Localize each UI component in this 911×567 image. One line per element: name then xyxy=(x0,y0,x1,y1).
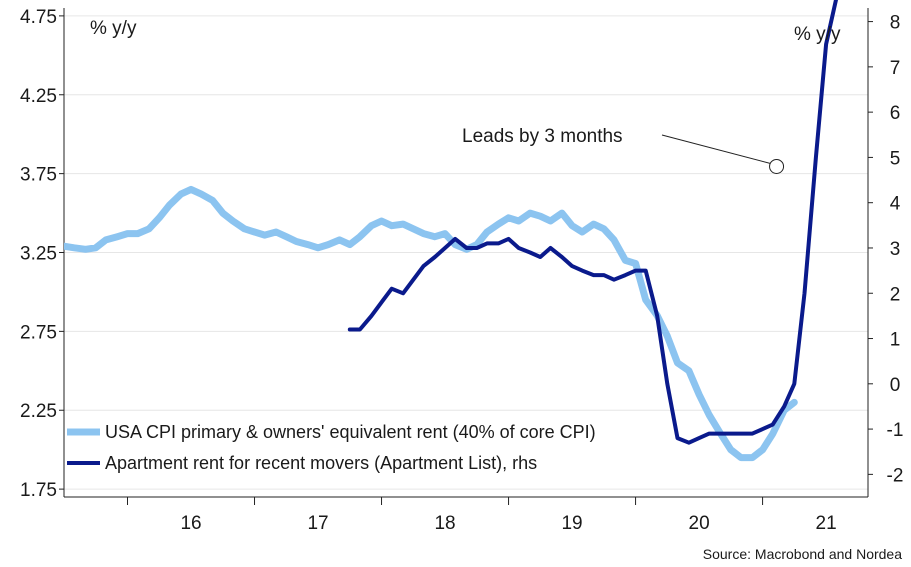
x-tick-label: 17 xyxy=(307,513,328,534)
source-note: Source: Macrobond and Nordea xyxy=(703,546,902,562)
x-tick-label: 20 xyxy=(689,513,710,534)
right-tick-label: -1 xyxy=(887,420,904,441)
x-tick-label: 18 xyxy=(434,513,455,534)
left-tick-label: 1.75 xyxy=(20,480,57,501)
x-tick-label: 21 xyxy=(816,513,837,534)
annotation-leader-line xyxy=(661,134,771,164)
legend-label-cpi-rent: USA CPI primary & owners' equivalent ren… xyxy=(105,422,596,442)
right-tick-label: 5 xyxy=(890,148,901,169)
right-tick-label: 0 xyxy=(890,375,901,396)
x-tick-label: 19 xyxy=(561,513,582,534)
right-tick-label: 3 xyxy=(890,239,901,260)
annotation-text: Leads by 3 months xyxy=(462,126,623,147)
right-tick-label: 2 xyxy=(890,284,901,305)
right-tick-label: -2 xyxy=(887,465,904,486)
left-tick-label: 2.75 xyxy=(20,322,57,343)
series-apartment-rent-recent-movers xyxy=(347,0,839,445)
left-tick-label: 3.75 xyxy=(20,165,57,186)
right-axis-unit: % y/y xyxy=(794,24,841,45)
right-tick-label: 8 xyxy=(890,13,901,34)
right-tick-label: 1 xyxy=(890,330,901,351)
left-tick-label: 4.25 xyxy=(20,86,57,107)
left-tick-label: 3.25 xyxy=(20,244,57,265)
legend: USA CPI primary & owners' equivalent ren… xyxy=(67,422,596,473)
annotation-marker-circle xyxy=(769,158,785,174)
series-cpi-owners-equivalent-rent xyxy=(64,185,798,462)
legend-label-apartment-rent: Apartment rent for recent movers (Apartm… xyxy=(105,453,537,473)
right-tick-label: 7 xyxy=(890,58,901,79)
right-tick-label: 6 xyxy=(890,103,901,124)
left-tick-label: 4.75 xyxy=(20,7,57,28)
left-axis-unit: % y/y xyxy=(90,18,137,39)
left-tick-label: 2.25 xyxy=(20,401,57,422)
lead-annotation: Leads by 3 months xyxy=(462,126,785,174)
right-tick-label: 4 xyxy=(890,194,901,215)
x-tick-label: 16 xyxy=(180,513,201,534)
